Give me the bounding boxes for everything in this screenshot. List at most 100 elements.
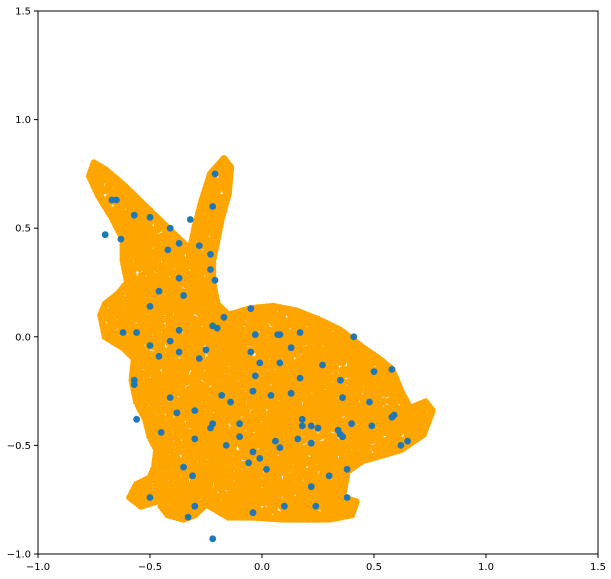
sample-point: [267, 392, 275, 399]
bunny-point: [254, 505, 263, 513]
x-tick-label: −1.0: [26, 562, 50, 573]
bunny-point: [299, 436, 308, 444]
bunny-point: [311, 463, 319, 471]
sample-point: [191, 407, 199, 414]
bunny-point: [287, 464, 295, 472]
sample-point: [173, 409, 181, 417]
bunny-point: [178, 421, 187, 429]
bunny-point: [142, 294, 150, 302]
bunny-point: [170, 249, 178, 257]
bunny-point: [335, 415, 343, 423]
sample-point: [175, 240, 183, 247]
sample-point: [191, 435, 199, 443]
sample-point: [350, 333, 358, 341]
bunny-point: [154, 225, 162, 233]
sample-point: [146, 213, 154, 221]
sample-point: [298, 422, 306, 430]
sample-point: [146, 303, 154, 310]
bunny-point: [195, 249, 203, 257]
sample-point: [236, 420, 244, 428]
sample-point: [133, 329, 141, 336]
sample-point: [247, 305, 255, 312]
bunny-point: [154, 274, 162, 282]
bunny-point: [262, 428, 270, 436]
bunny-point: [206, 481, 214, 489]
sample-point: [296, 374, 304, 382]
sample-point: [133, 415, 141, 423]
sample-point: [207, 424, 214, 432]
bunny-point: [190, 370, 199, 378]
bunny-point: [377, 435, 385, 443]
sample-point: [213, 324, 221, 332]
sample-point: [276, 444, 284, 451]
sample-point: [119, 329, 127, 336]
y-tick-label: 1.0: [15, 115, 31, 126]
bunny-point: [153, 368, 162, 377]
bunny-point: [341, 417, 349, 425]
sample-point: [287, 344, 295, 352]
sample-point: [130, 211, 138, 219]
bunny-point: [279, 412, 287, 420]
y-tick-label: 0.0: [15, 332, 31, 343]
sample-point: [101, 231, 109, 239]
bunny-point: [263, 384, 271, 393]
sample-point: [113, 196, 120, 204]
sample-point: [166, 394, 174, 401]
bunny-point: [313, 377, 321, 385]
sample-point: [195, 355, 203, 362]
bunny-point: [291, 317, 299, 325]
x-tick-label: 1.0: [478, 562, 494, 573]
sample-point: [180, 292, 188, 299]
y-tick-label: 0.5: [15, 224, 31, 235]
bunny-point: [162, 479, 170, 487]
sample-point: [312, 502, 320, 510]
bunny-point: [263, 357, 271, 366]
bunny-point: [174, 455, 182, 463]
sample-point: [390, 411, 398, 419]
sample-point: [166, 337, 174, 345]
bunny-point: [146, 357, 154, 365]
sample-point: [249, 509, 257, 517]
sample-point: [343, 494, 351, 501]
sample-point: [397, 442, 405, 449]
sample-point: [189, 472, 197, 480]
bunny-point: [89, 162, 97, 170]
bunny-point: [158, 412, 166, 420]
sample-point: [256, 455, 264, 462]
sample-point: [249, 448, 257, 456]
sample-point: [339, 433, 346, 441]
x-tick-label: 1.5: [590, 562, 606, 573]
sample-point: [175, 326, 183, 334]
bunny-point: [259, 436, 267, 444]
sample-point: [256, 359, 264, 367]
sample-point: [211, 276, 219, 284]
sample-point: [227, 398, 235, 406]
sample-point: [211, 170, 219, 178]
sample-point: [146, 342, 154, 349]
bunny-point: [110, 318, 118, 326]
bunny-point: [142, 231, 150, 239]
sample-point: [325, 472, 333, 480]
bunny-point: [379, 397, 387, 405]
bunny-point: [240, 342, 248, 350]
sample-point: [251, 372, 259, 380]
sample-point: [207, 266, 214, 273]
bunny-point: [146, 481, 154, 490]
bunny-point: [271, 503, 279, 511]
sample-point: [222, 442, 230, 449]
sample-point: [175, 348, 183, 356]
sample-point: [209, 535, 217, 543]
y-tick-label: 1.5: [15, 7, 31, 18]
sample-point: [245, 459, 253, 467]
bunny-point: [186, 327, 194, 335]
sample-point: [220, 313, 228, 321]
sample-point: [207, 250, 214, 258]
bunny-point: [166, 237, 174, 245]
bunny-point: [129, 271, 137, 279]
bunny-point: [203, 385, 211, 393]
bunny-point: [239, 396, 247, 405]
bunny-point: [118, 204, 126, 212]
bunny-point: [158, 323, 166, 331]
sample-point: [130, 381, 138, 388]
sample-point: [157, 429, 165, 436]
